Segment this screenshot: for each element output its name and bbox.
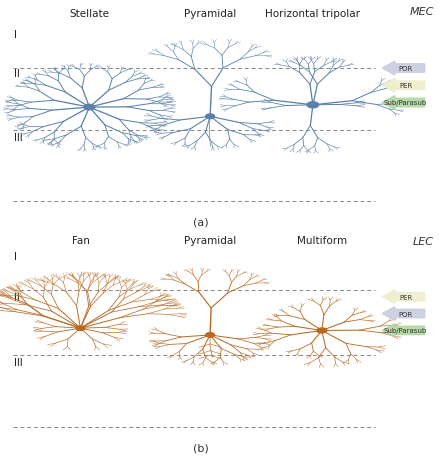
Text: MEC: MEC bbox=[409, 7, 434, 17]
FancyArrow shape bbox=[382, 324, 425, 337]
FancyArrow shape bbox=[382, 307, 425, 320]
Text: Horizontal tripolar: Horizontal tripolar bbox=[266, 9, 360, 19]
Text: II: II bbox=[14, 68, 20, 78]
Text: POR: POR bbox=[398, 311, 413, 317]
Circle shape bbox=[206, 333, 215, 337]
Text: I: I bbox=[14, 29, 17, 39]
FancyArrow shape bbox=[382, 290, 425, 304]
Circle shape bbox=[206, 115, 215, 119]
Text: PER: PER bbox=[399, 294, 412, 300]
Text: PER: PER bbox=[399, 83, 412, 89]
Circle shape bbox=[317, 328, 327, 333]
Text: Sub/Parasub: Sub/Parasub bbox=[384, 100, 427, 106]
Text: III: III bbox=[14, 357, 23, 367]
Text: Sub/Parasub: Sub/Parasub bbox=[384, 328, 427, 334]
Text: Pyramidal: Pyramidal bbox=[184, 9, 236, 19]
Text: (a): (a) bbox=[194, 217, 209, 227]
FancyArrow shape bbox=[382, 62, 425, 76]
Text: Multiform: Multiform bbox=[297, 236, 347, 246]
Text: Stellate: Stellate bbox=[69, 9, 110, 19]
Text: Pyramidal: Pyramidal bbox=[184, 236, 236, 246]
Text: I: I bbox=[14, 252, 17, 262]
Circle shape bbox=[76, 326, 85, 330]
Circle shape bbox=[307, 102, 319, 109]
FancyArrow shape bbox=[382, 96, 425, 110]
Text: Fan: Fan bbox=[72, 236, 89, 246]
FancyArrow shape bbox=[382, 79, 425, 93]
Text: II: II bbox=[14, 292, 20, 302]
Circle shape bbox=[84, 105, 95, 111]
Text: LEC: LEC bbox=[413, 236, 434, 246]
Text: III: III bbox=[14, 133, 23, 143]
Text: POR: POR bbox=[398, 66, 413, 72]
Text: (b): (b) bbox=[193, 442, 209, 452]
